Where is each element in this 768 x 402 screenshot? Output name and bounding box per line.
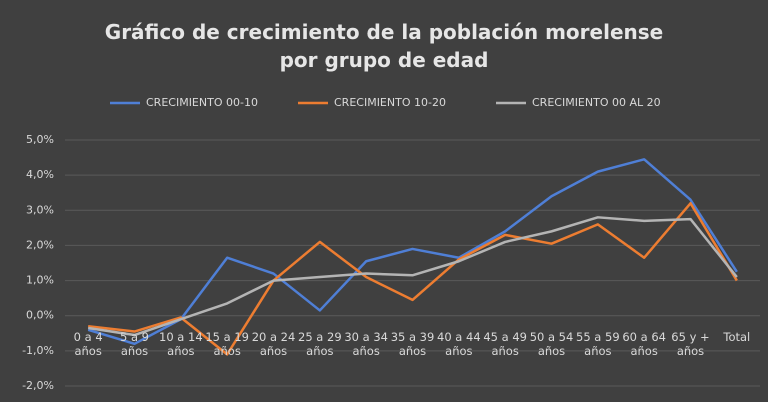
series-line	[87, 158, 738, 346]
x-tick-label: 30 a 34 años	[344, 329, 388, 358]
x-tick-label: 0 a 4 años	[73, 329, 103, 358]
x-tick-label: 65 y + años	[671, 329, 710, 358]
x-tick-label: 40 a 44 años	[437, 329, 481, 358]
y-tick-label: 1,0%	[26, 274, 54, 287]
series-line	[87, 216, 738, 337]
y-tick-label: 2,0%	[26, 238, 54, 251]
y-tick-label: 4,0%	[26, 168, 54, 181]
x-tick-label: 10 a 14 años	[159, 329, 203, 358]
x-tick-label: 15 a 19 años	[205, 329, 249, 358]
x-tick-label: 20 a 24 años	[251, 329, 296, 358]
legend-label: CRECIMIENTO 10-20	[334, 96, 446, 109]
y-tick-label: -1,0%	[22, 344, 54, 357]
legend-label: CRECIMIENTO 00 AL 20	[532, 96, 661, 109]
chart-title: Gráfico de crecimiento de la población m…	[104, 20, 664, 72]
x-tick-label: 50 a 54 años	[529, 329, 574, 358]
x-tick-label: 60 a 64 años	[622, 329, 666, 358]
x-tick-label: Total	[723, 329, 751, 344]
x-tick-label: 55 a 59 años	[576, 329, 620, 358]
x-tick-label: 25 a 29 años	[298, 329, 342, 358]
legend-label: CRECIMIENTO 00-10	[146, 96, 258, 109]
x-tick-label: 5 a 9 años	[120, 329, 149, 358]
y-tick-label: 5,0%	[26, 133, 54, 146]
y-tick-label: 3,0%	[26, 203, 54, 216]
y-tick-label: -2,0%	[22, 379, 54, 392]
x-tick-label: 35 a 39 años	[390, 329, 435, 358]
series-line	[88, 202, 738, 356]
y-tick-label: 0,0%	[26, 309, 54, 322]
x-tick-label: 45 a 49 años	[483, 329, 527, 358]
